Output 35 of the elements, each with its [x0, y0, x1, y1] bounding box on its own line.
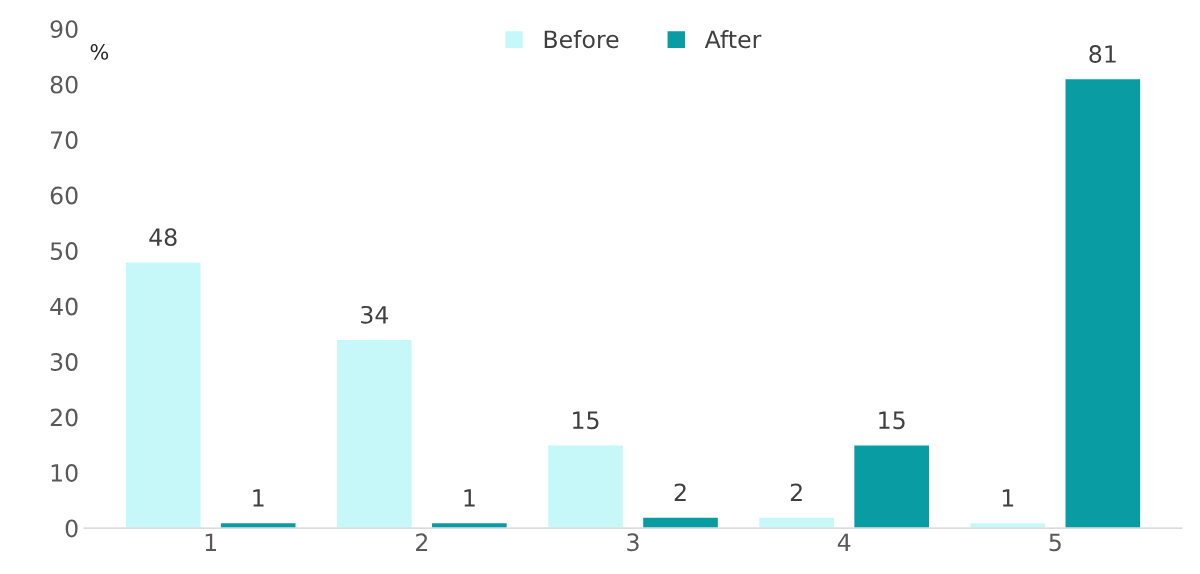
- data-label: 81: [1089, 45, 1116, 63]
- x-tick-label: 4: [837, 533, 851, 551]
- bar: [852, 444, 931, 529]
- data-label: 15: [879, 411, 905, 430]
- legend-label: Before: [544, 29, 619, 49]
- y-tick-label: 40: [50, 297, 78, 316]
- bar: [641, 516, 720, 529]
- bar: [335, 338, 414, 529]
- bar: [757, 516, 836, 529]
- y-tick-label: 90: [50, 20, 78, 39]
- y-tick-label: 0: [65, 519, 78, 538]
- y-tick-label: 50: [50, 242, 78, 260]
- data-label: 1: [1002, 489, 1014, 507]
- legend-label: After: [704, 29, 762, 49]
- bar: [124, 261, 202, 529]
- y-tick-label: 60: [50, 186, 78, 205]
- data-label: 1: [464, 489, 475, 507]
- y-tick-label: 80: [50, 75, 78, 94]
- x-tick-label: 1: [205, 533, 217, 551]
- y-tick-label: 70: [51, 131, 78, 149]
- bar: [546, 444, 625, 529]
- y-tick-label: 10: [51, 464, 78, 482]
- data-label: 48: [149, 228, 177, 247]
- data-label: 34: [361, 305, 389, 324]
- data-label: 2: [674, 483, 686, 501]
- data-label: 1: [253, 489, 264, 507]
- bar: [1064, 77, 1142, 529]
- x-tick-label: 2: [416, 533, 427, 551]
- y-tick-label: 30: [50, 353, 78, 371]
- y-axis-title: %: [90, 44, 109, 60]
- data-label: 15: [573, 411, 599, 430]
- y-tick-label: 20: [50, 408, 78, 427]
- x-tick-label: 5: [1049, 533, 1061, 552]
- x-tick-label: 3: [627, 533, 639, 552]
- data-label: 2: [790, 483, 802, 501]
